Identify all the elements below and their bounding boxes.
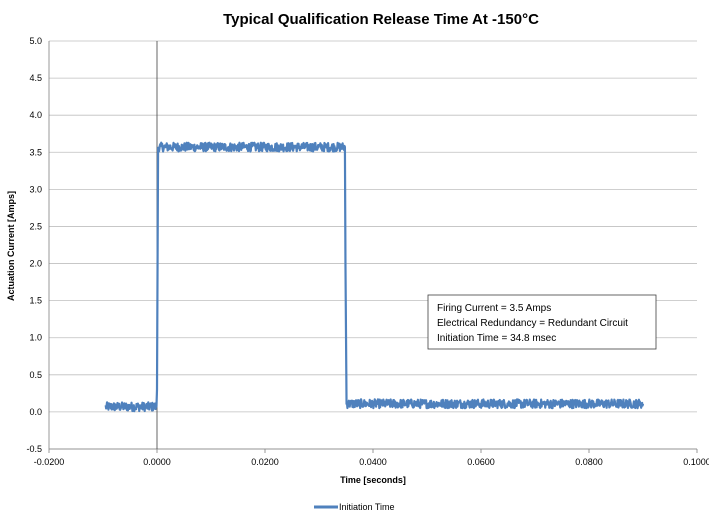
y-tick-label: 4.0 (29, 110, 42, 120)
y-tick-label: 1.0 (29, 333, 42, 343)
y-axis-label: Actuation Current [Amps] (6, 191, 16, 301)
legend: Initiation Time (314, 502, 395, 512)
x-tick-label: 0.0000 (143, 457, 171, 467)
axes (48, 41, 698, 453)
x-tick-label: 0.0800 (575, 457, 603, 467)
chart-title: Typical Qualification Release Time At -1… (223, 11, 539, 28)
x-tick-label: 0.0600 (467, 457, 495, 467)
x-tick-labels: -0.0200 0.0000 0.0200 0.0400 0.0600 0.0800 0.1… (34, 457, 709, 467)
y-tick-label: 5.0 (29, 36, 42, 46)
y-tick-label: 1.5 (29, 296, 42, 306)
y-tick-label: 2.5 (29, 221, 42, 231)
series-line-initiation-time (104, 141, 645, 413)
gridlines (49, 40, 697, 450)
annotation-box: Firing Current = 3.5 Amps Electrical Red… (427, 294, 657, 350)
y-tick-label: -0.5 (26, 444, 42, 454)
legend-label: Initiation Time (339, 502, 395, 512)
x-axis-label: Time [seconds] (340, 475, 406, 485)
x-tick-label: 0.0400 (359, 457, 387, 467)
y-tick-label: 2.0 (29, 259, 42, 269)
y-tick-label: 0.5 (29, 370, 42, 380)
y-tick-label: 0.0 (29, 407, 42, 417)
annotation-line: Initiation Time = 34.8 msec (437, 333, 556, 344)
x-tick-label: 0.0200 (251, 457, 279, 467)
annotation-line: Firing Current = 3.5 Amps (437, 303, 551, 314)
y-tick-label: 4.5 (29, 73, 42, 83)
x-tick-label: -0.0200 (34, 457, 65, 467)
x-tick-label: 0.1000 (683, 457, 709, 467)
annotation-line: Electrical Redundancy = Redundant Circui… (437, 318, 628, 329)
series-group (104, 141, 645, 413)
y-tick-label: 3.0 (29, 184, 42, 194)
y-tick-labels: -0.5 0.0 0.5 1.0 1.5 2.0 2.5 3.0 3.5 4.0 4.5 5.0 (26, 36, 42, 454)
y-tick-label: 3.5 (29, 147, 42, 157)
